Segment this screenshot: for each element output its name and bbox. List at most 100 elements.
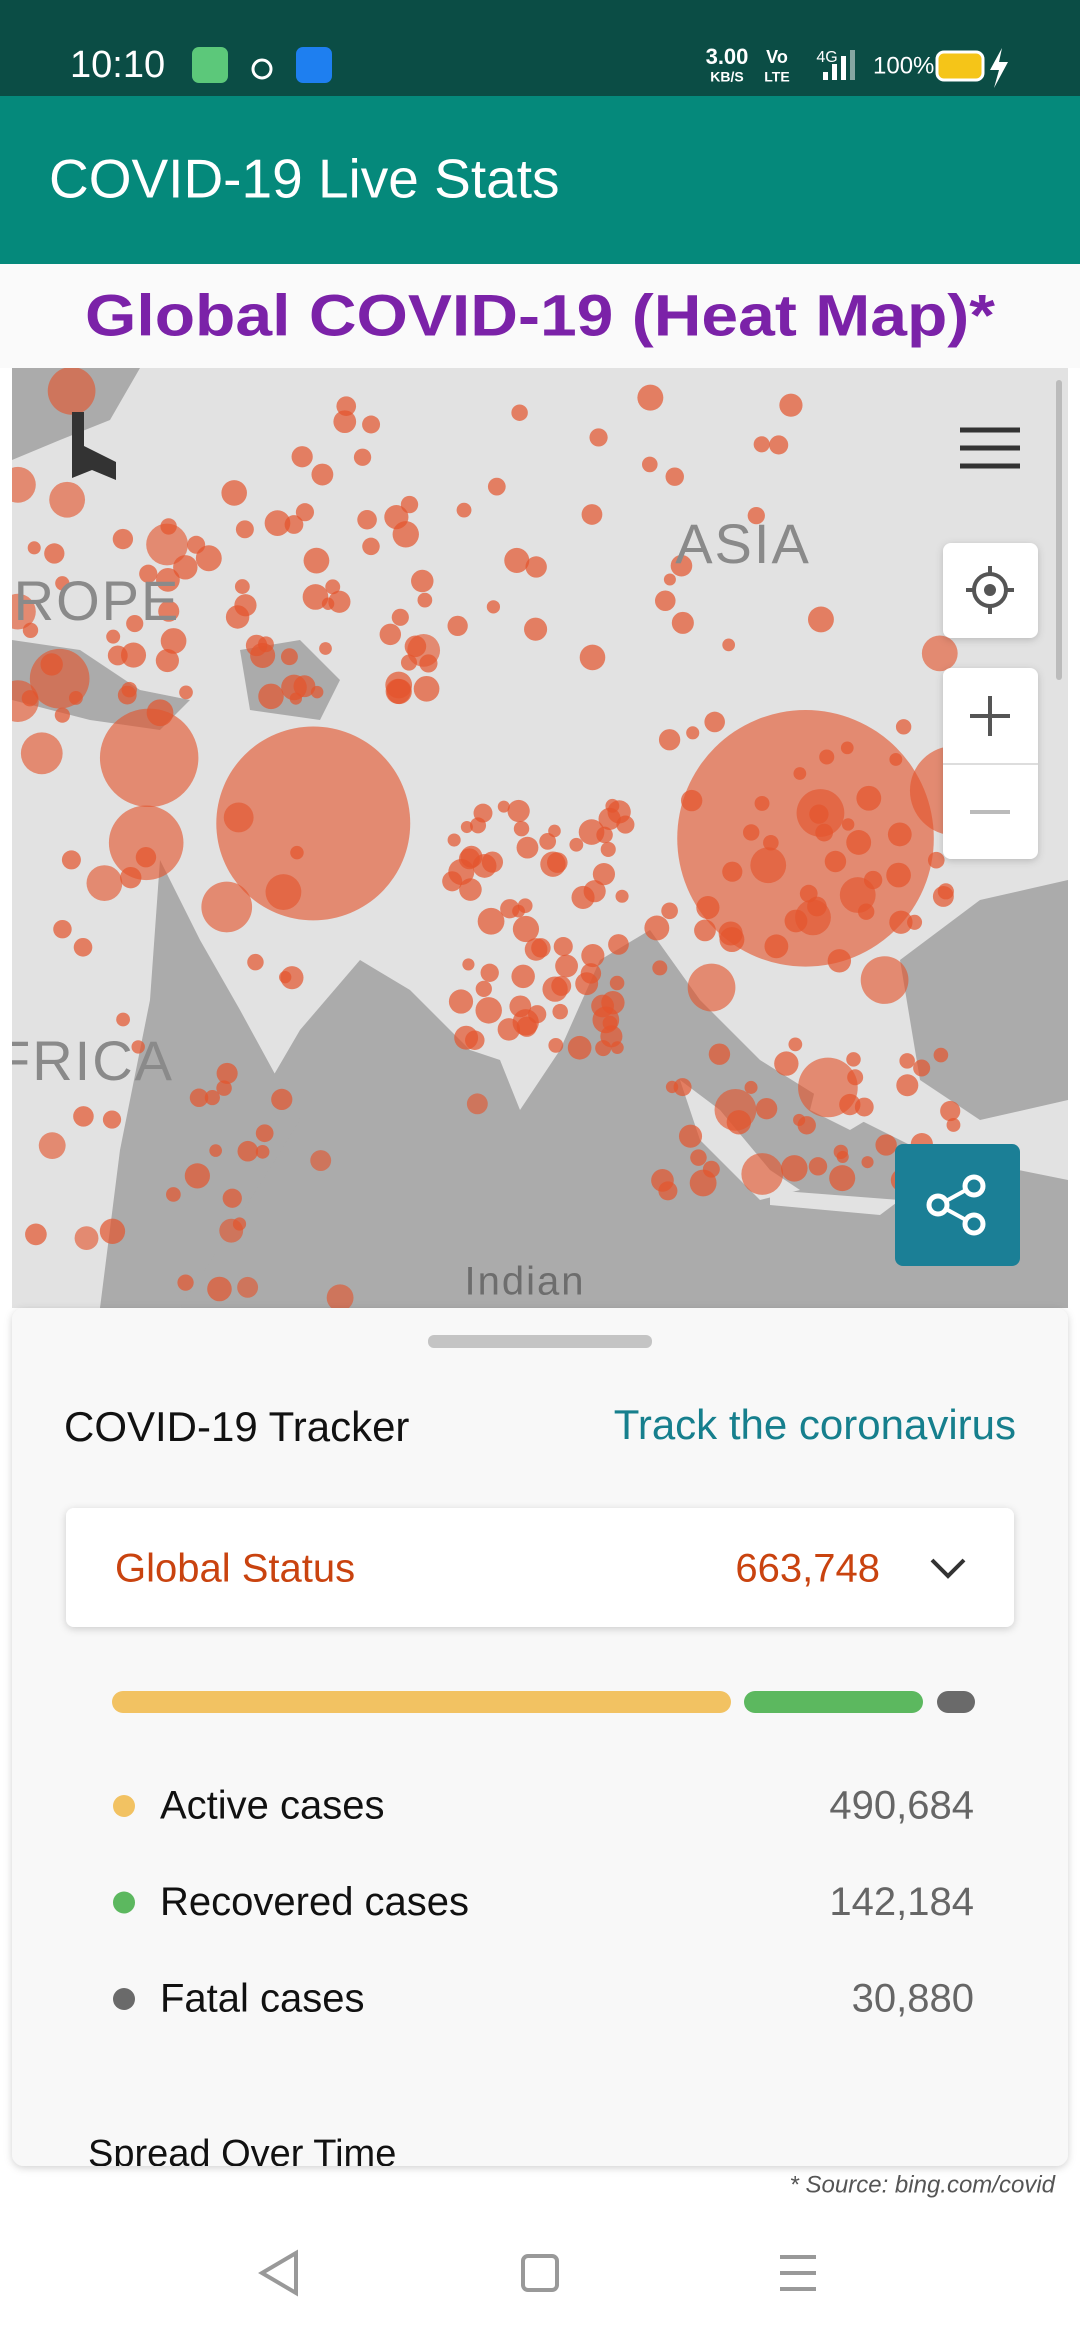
case-bubble [310,1150,332,1171]
case-bubble [678,1124,703,1148]
case-bubble [448,858,475,885]
case-bubble [846,829,872,855]
incognito-icon [251,58,273,80]
row-label: Recovered cases [160,1880,469,1924]
track-link[interactable]: Track the coronavirus [614,1401,1016,1448]
case-bubble [73,937,93,957]
case-bubble [68,690,83,705]
map-menu-button[interactable] [960,427,1020,469]
nav-back[interactable] [258,2249,298,2297]
case-bubble [264,510,291,536]
bing-logo [72,412,116,480]
case-bubble [456,502,472,518]
case-bubble [539,833,557,850]
case-bubble [447,615,468,637]
sheet-handle[interactable] [428,1335,652,1348]
case-bubble [333,410,357,434]
case-bubble [846,1052,861,1067]
case-bubble [325,579,341,595]
case-bubble [265,874,302,910]
section-title: Spread Over Time [88,2133,396,2175]
case-bubble [290,845,304,860]
case-bubble [553,936,573,957]
case-bubble [754,795,770,811]
legend-dot [113,1988,135,2010]
share-button[interactable] [895,1144,1020,1266]
case-bubble [126,614,144,633]
case-bubble [511,404,528,421]
case-bubble [44,543,65,564]
case-bubble [500,899,520,919]
case-bubble [763,834,779,851]
case-bubble [583,880,606,903]
volte: Vo [766,47,788,67]
case-bubble [889,910,913,934]
case-bubble [824,850,847,873]
case-bubble [579,644,606,671]
case-bubble [827,949,852,973]
case-bubble [726,1110,752,1135]
case-bubble [487,477,506,496]
locate-button[interactable] [943,543,1038,638]
case-bubble [512,915,540,943]
nav-recents[interactable] [780,2255,816,2291]
case-bubble [108,805,184,881]
case-bubble [280,648,298,666]
case-bubble [475,980,492,997]
case-bubble [166,1187,181,1202]
case-bubble [189,1088,209,1108]
case-bubble [135,847,157,868]
case-bubble [139,564,158,583]
case-bubble [237,1276,259,1298]
case-bubble [357,509,377,530]
nav-home[interactable] [521,2254,559,2292]
case-bubble [815,823,834,842]
case-bubble [719,927,745,953]
case-bubble [548,1037,564,1053]
status-dropdown[interactable]: Global Status 663,748 [66,1508,1014,1627]
zoom-controls[interactable] [943,668,1038,859]
case-bubble [61,850,81,870]
source-note: * Source: bing.com/covid [790,2171,1056,2198]
case-bubble [207,1276,232,1302]
case-bubble [477,907,505,935]
case-bubble [658,729,681,751]
case-bubble [177,1274,194,1291]
case-bubble [353,448,372,466]
case-bubble [257,636,274,653]
map[interactable]: ASIA ROPE FRICA Indian [0,367,1068,1311]
distribution-bar [112,1691,975,1713]
battery-icon [935,50,985,82]
case-bubble [86,865,123,901]
case-bubble [216,1080,232,1096]
case-bubble [99,1218,126,1244]
case-bubble [581,943,605,968]
case-bubble [793,1113,806,1127]
case-bubble [513,820,530,837]
case-bubble [886,862,911,888]
case-bubble [551,975,572,996]
case-bubble [131,1040,145,1054]
status-bar [0,0,1080,96]
app-icon [192,47,228,83]
case-bubble [295,503,315,522]
row-label: Active cases [160,1784,385,1828]
case-bubble [581,504,603,525]
case-bubble [235,520,254,539]
case-bubble [525,556,547,578]
case-bubble [819,749,835,765]
case-bubble [600,841,616,857]
case-bubble [696,895,720,920]
case-bubble [829,1165,856,1192]
case-bubble [690,1149,707,1166]
case-bubble [404,635,427,658]
case-bubble [121,681,137,698]
case-bubble [173,555,198,580]
map-label: FRICA [0,1029,174,1092]
net-speed-unit: KB/S [710,69,743,85]
case-bubble [743,824,760,841]
case-bubble [747,506,765,525]
case-bubble [722,861,743,882]
case-bubble [160,518,177,535]
case-bubble [856,785,882,811]
